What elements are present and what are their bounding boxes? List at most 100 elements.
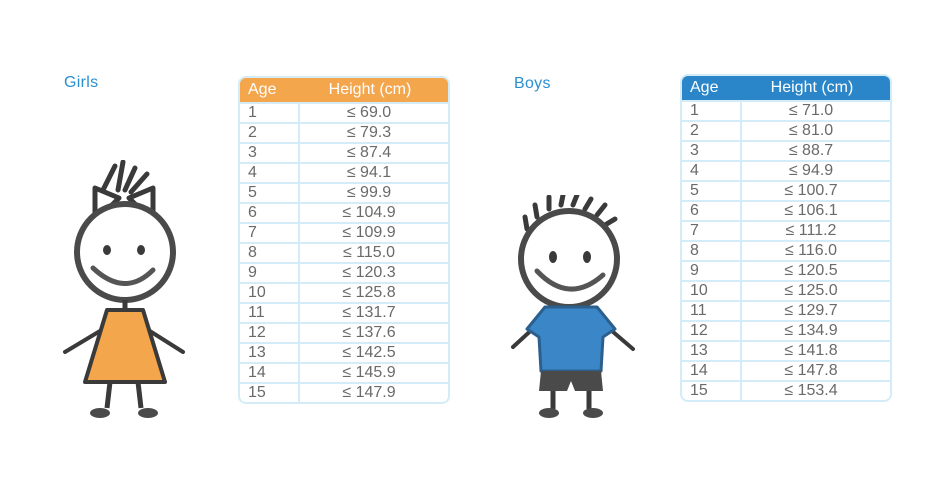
age-cell: 11: [240, 302, 300, 322]
height-cell: ≤ 125.8: [300, 282, 448, 302]
girls-title: Girls: [64, 74, 99, 91]
height-cell: ≤ 79.3: [300, 122, 448, 142]
girls-table-header: Age Height (cm): [240, 78, 448, 102]
table-row: 4 ≤ 94.1: [240, 162, 448, 182]
height-cell: ≤ 116.0: [742, 240, 890, 260]
height-cell: ≤ 104.9: [300, 202, 448, 222]
age-cell: 4: [682, 160, 742, 180]
table-row: 10 ≤ 125.0: [682, 280, 890, 300]
table-row: 11 ≤ 131.7: [240, 302, 448, 322]
age-cell: 11: [682, 300, 742, 320]
boys-height-table: Age Height (cm) 1 ≤ 71.0 2 ≤ 81.0 3 ≤ 88.7 4 ≤ …: [680, 74, 892, 402]
age-cell: 14: [682, 360, 742, 380]
boys-table-header: Age Height (cm): [682, 76, 890, 100]
height-cell: ≤ 106.1: [742, 200, 890, 220]
height-cell: ≤ 134.9: [742, 320, 890, 340]
height-cell: ≤ 131.7: [300, 302, 448, 322]
height-cell: ≤ 69.0: [300, 102, 448, 122]
height-cell: ≤ 147.9: [300, 382, 448, 402]
table-row: 6 ≤ 106.1: [682, 200, 890, 220]
age-cell: 5: [240, 182, 300, 202]
table-row: 12 ≤ 134.9: [682, 320, 890, 340]
age-cell: 7: [240, 222, 300, 242]
boys-age-header: Age: [690, 79, 719, 96]
height-cell: ≤ 137.6: [300, 322, 448, 342]
table-row: 1 ≤ 71.0: [682, 100, 890, 120]
table-row: 15 ≤ 153.4: [682, 380, 890, 400]
table-row: 4 ≤ 94.9: [682, 160, 890, 180]
table-row: 3 ≤ 88.7: [682, 140, 890, 160]
height-cell: ≤ 142.5: [300, 342, 448, 362]
girl-illustration-icon: [63, 160, 185, 418]
height-cell: ≤ 81.0: [742, 120, 890, 140]
age-cell: 15: [240, 382, 300, 402]
age-cell: 9: [682, 260, 742, 280]
height-cell: ≤ 109.9: [300, 222, 448, 242]
height-cell: ≤ 71.0: [742, 100, 890, 120]
height-cell: ≤ 99.9: [300, 182, 448, 202]
table-row: 2 ≤ 81.0: [682, 120, 890, 140]
table-row: 11 ≤ 129.7: [682, 300, 890, 320]
age-cell: 2: [240, 122, 300, 142]
table-row: 13 ≤ 142.5: [240, 342, 448, 362]
table-row: 7 ≤ 111.2: [682, 220, 890, 240]
age-cell: 2: [682, 120, 742, 140]
age-cell: 13: [240, 342, 300, 362]
age-cell: 4: [240, 162, 300, 182]
table-row: 6 ≤ 104.9: [240, 202, 448, 222]
height-cell: ≤ 94.9: [742, 160, 890, 180]
table-row: 14 ≤ 145.9: [240, 362, 448, 382]
girls-height-header: Height (cm): [328, 81, 412, 98]
boys-title: Boys: [514, 75, 551, 92]
age-cell: 12: [240, 322, 300, 342]
age-cell: 8: [240, 242, 300, 262]
age-cell: 6: [240, 202, 300, 222]
table-row: 9 ≤ 120.3: [240, 262, 448, 282]
table-row: 7 ≤ 109.9: [240, 222, 448, 242]
table-row: 15 ≤ 147.9: [240, 382, 448, 402]
age-cell: 14: [240, 362, 300, 382]
age-cell: 15: [682, 380, 742, 400]
age-cell: 3: [682, 140, 742, 160]
boys-height-header: Height (cm): [770, 79, 854, 96]
age-cell: 8: [682, 240, 742, 260]
height-cell: ≤ 125.0: [742, 280, 890, 300]
height-cell: ≤ 111.2: [742, 220, 890, 240]
age-cell: 10: [682, 280, 742, 300]
table-row: 1 ≤ 69.0: [240, 102, 448, 122]
age-cell: 1: [240, 102, 300, 122]
table-row: 2 ≤ 79.3: [240, 122, 448, 142]
table-row: 10 ≤ 125.8: [240, 282, 448, 302]
table-row: 9 ≤ 120.5: [682, 260, 890, 280]
height-cell: ≤ 120.5: [742, 260, 890, 280]
age-cell: 10: [240, 282, 300, 302]
age-cell: 9: [240, 262, 300, 282]
height-cell: ≤ 129.7: [742, 300, 890, 320]
age-cell: 7: [682, 220, 742, 240]
height-cell: ≤ 94.1: [300, 162, 448, 182]
age-cell: 1: [682, 100, 742, 120]
table-row: 13 ≤ 141.8: [682, 340, 890, 360]
height-cell: ≤ 88.7: [742, 140, 890, 160]
table-row: 5 ≤ 99.9: [240, 182, 448, 202]
table-row: 14 ≤ 147.8: [682, 360, 890, 380]
girls-age-header: Age: [248, 81, 277, 98]
height-cell: ≤ 141.8: [742, 340, 890, 360]
age-cell: 13: [682, 340, 742, 360]
table-row: 8 ≤ 116.0: [682, 240, 890, 260]
height-cell: ≤ 100.7: [742, 180, 890, 200]
age-cell: 3: [240, 142, 300, 162]
age-cell: 5: [682, 180, 742, 200]
girls-height-table: Age Height (cm) 1 ≤ 69.0 2 ≤ 79.3 3 ≤ 87.4 4 ≤ …: [238, 76, 450, 404]
age-cell: 12: [682, 320, 742, 340]
height-cell: ≤ 115.0: [300, 242, 448, 262]
height-cell: ≤ 87.4: [300, 142, 448, 162]
height-cell: ≤ 145.9: [300, 362, 448, 382]
table-row: 12 ≤ 137.6: [240, 322, 448, 342]
table-row: 5 ≤ 100.7: [682, 180, 890, 200]
height-cell: ≤ 147.8: [742, 360, 890, 380]
table-row: 8 ≤ 115.0: [240, 242, 448, 262]
age-cell: 6: [682, 200, 742, 220]
height-cell: ≤ 120.3: [300, 262, 448, 282]
table-row: 3 ≤ 87.4: [240, 142, 448, 162]
